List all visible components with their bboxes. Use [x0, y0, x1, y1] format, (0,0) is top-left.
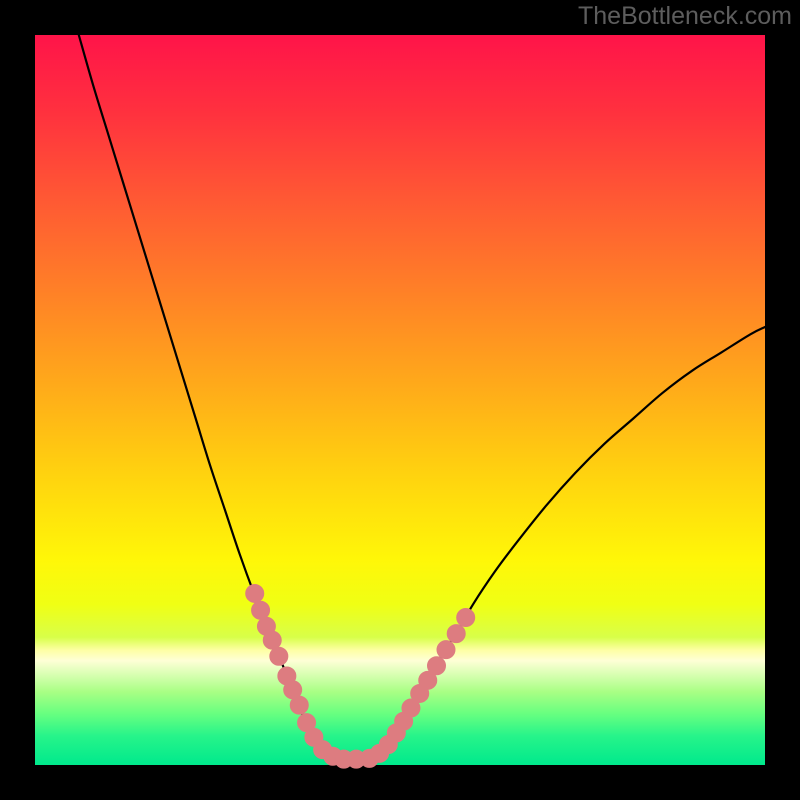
marker-dot [290, 696, 308, 714]
marker-dot [263, 631, 281, 649]
marker-dot [437, 641, 455, 659]
marker-dot [270, 647, 288, 665]
chart-container: { "meta": { "watermark_text": "TheBottle… [0, 0, 800, 800]
watermark-text: TheBottleneck.com [578, 2, 792, 31]
marker-dot [246, 584, 264, 602]
bottleneck-chart [0, 0, 800, 800]
marker-dot [252, 601, 270, 619]
marker-dot [447, 625, 465, 643]
marker-dot [428, 657, 446, 675]
marker-dot [457, 609, 475, 627]
